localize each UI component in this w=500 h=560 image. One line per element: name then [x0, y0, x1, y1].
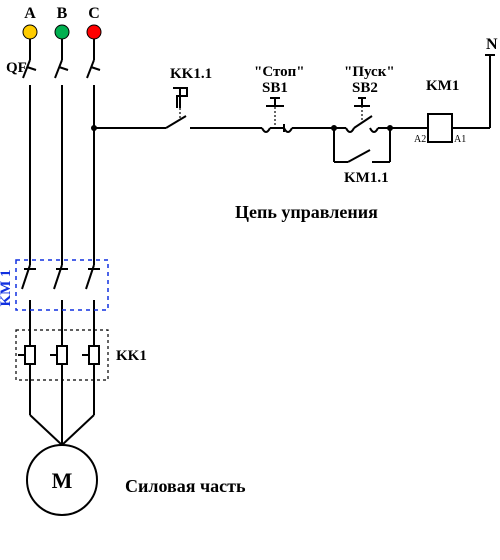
qf-label: QF	[6, 60, 27, 76]
phase-label: C	[88, 5, 100, 22]
power-section-label: Силовая часть	[125, 476, 246, 496]
phase-label: B	[57, 5, 68, 22]
sb1-label1: "Стоп"	[254, 64, 305, 80]
sb2-label1: "Пуск"	[344, 64, 395, 80]
control-section-label: Цепь управления	[235, 202, 378, 222]
km1-coil	[428, 114, 452, 142]
km1-a1: A1	[454, 134, 466, 145]
kk11-label: KK1.1	[170, 66, 212, 82]
km1-a2: A2	[414, 134, 426, 145]
sb2-label2: SB2	[352, 80, 378, 96]
km1-label: KM 1	[0, 269, 14, 306]
km1-coil-label: KM1	[426, 78, 459, 94]
motor-label: M	[52, 468, 73, 493]
kk1-label: KK1	[116, 348, 147, 364]
km11-label: KM1.1	[344, 170, 389, 186]
phase-indicator	[87, 25, 101, 39]
phase-label: A	[24, 5, 36, 22]
phase-indicator	[23, 25, 37, 39]
sb1-label2: SB1	[262, 80, 288, 96]
neutral-label: N	[486, 36, 498, 53]
phase-indicator	[55, 25, 69, 39]
